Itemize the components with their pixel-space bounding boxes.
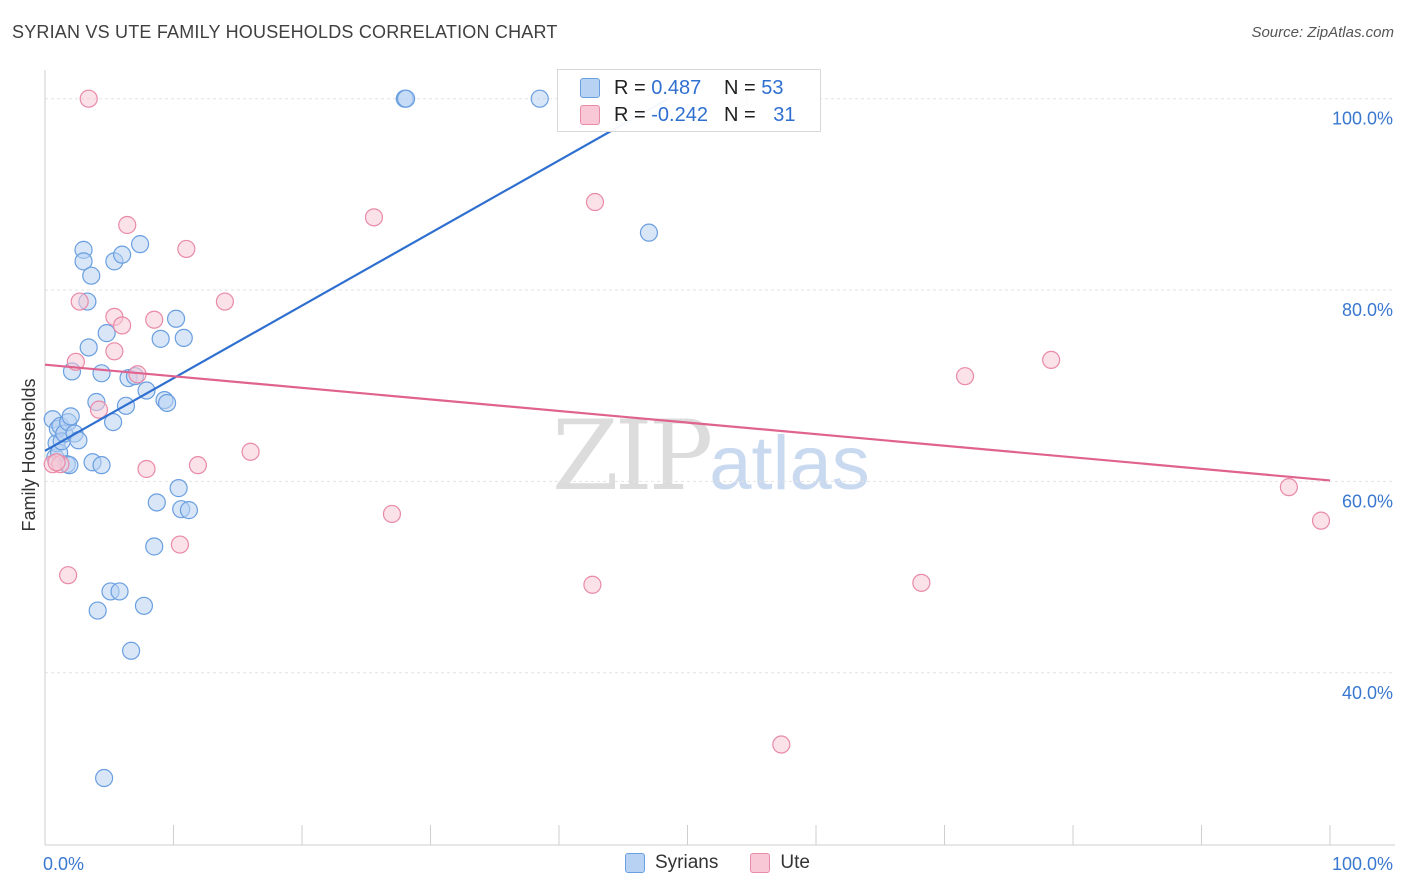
syrian-point: [151, 329, 170, 348]
syrian-point: [110, 582, 129, 601]
y-tick-label: 80.0%: [1342, 300, 1393, 320]
syrian-point: [79, 338, 98, 357]
syrian-point: [92, 364, 111, 383]
legend-item-ute[interactable]: Ute: [750, 852, 810, 874]
ute-point: [188, 456, 208, 475]
ute-point: [1042, 350, 1061, 370]
ute-point: [47, 453, 66, 472]
syrians-legend-swatch-icon: [625, 853, 645, 873]
tick-labels: 40.0% 60.0% 80.0% 100.0% 0.0% 100.0%: [43, 109, 1393, 874]
ute-point: [59, 566, 78, 585]
legend-row-syrians: R = 0.487 N = 53: [580, 75, 801, 101]
ute-point: [112, 316, 132, 335]
syrian-point: [145, 537, 164, 556]
syrian-trend-line: [44, 97, 669, 452]
syrian-point: [639, 223, 659, 242]
syrian-point: [74, 252, 93, 271]
watermark-atlas: atlas: [709, 421, 870, 506]
ute-point: [1311, 511, 1331, 530]
source-note: Source: ZipAtlas.com: [1251, 24, 1394, 41]
syrian-point: [112, 245, 132, 264]
ute-point: [215, 292, 234, 311]
ute-point: [118, 215, 137, 235]
syrians-swatch-icon: [580, 78, 600, 98]
trend-lines: [44, 97, 1331, 482]
syrian-point: [61, 407, 80, 426]
ute-point: [955, 367, 975, 386]
legend-item-syrians[interactable]: Syrians: [625, 852, 718, 874]
syrian-point: [95, 768, 114, 788]
syrians-n-label: N =: [724, 76, 762, 99]
ute-point: [70, 292, 89, 311]
axes: [44, 70, 1395, 846]
ute-point: [583, 575, 602, 594]
ute-n-label: N =: [724, 103, 762, 126]
syrian-point: [134, 596, 154, 615]
syrian-point: [166, 309, 186, 328]
ute-point: [772, 735, 791, 754]
syrian-point: [147, 493, 166, 512]
x-tick-label: 0.0%: [43, 854, 84, 874]
ute-point: [241, 442, 260, 461]
grid-lines: [45, 98, 1395, 674]
syrian-point: [104, 412, 123, 432]
syrian-point: [174, 328, 193, 348]
ute-point: [912, 573, 931, 592]
ute-point: [585, 192, 605, 212]
stats-legend: R = 0.487 N = 53 R = -0.242 N = 31: [557, 69, 821, 132]
ute-trend-line: [44, 363, 1331, 482]
ute-point: [145, 310, 164, 329]
syrian-point: [169, 479, 188, 498]
syrian-point: [179, 501, 199, 520]
syrian-point: [88, 601, 107, 620]
syrians-r-value: 0.487: [651, 76, 702, 99]
y-tick-label: 60.0%: [1342, 491, 1393, 511]
ute-swatch-icon: [580, 105, 600, 125]
y-tick-label: 40.0%: [1342, 683, 1393, 703]
ute-n-value: 31: [773, 103, 796, 126]
syrians-n-value: 53: [761, 76, 784, 99]
syrians-r-label: R =: [614, 76, 652, 99]
syrian-point: [157, 393, 177, 413]
ute-point: [170, 535, 190, 554]
ute-legend-swatch-icon: [750, 853, 771, 873]
legend-label-ute: Ute: [780, 852, 810, 873]
ute-point: [105, 342, 124, 361]
syrian-point: [530, 89, 549, 108]
syrian-point: [97, 324, 116, 343]
syrian-point: [92, 456, 111, 475]
syrian-point: [82, 266, 101, 285]
ute-point: [364, 208, 384, 227]
y-tick-label: 100.0%: [1332, 109, 1393, 129]
chart-title: SYRIAN VS UTE FAMILY HOUSEHOLDS CORRELAT…: [12, 22, 558, 42]
syrian-points: [43, 89, 659, 788]
ute-point: [382, 504, 402, 524]
ute-point: [1279, 478, 1298, 497]
syrian-point: [130, 235, 150, 254]
legend-row-ute: R = -0.242 N = 31: [580, 102, 813, 128]
syrian-point: [396, 89, 416, 108]
ute-r-value: -0.242: [651, 103, 708, 126]
ute-point: [79, 89, 98, 108]
ute-point: [89, 400, 109, 419]
syrian-point: [121, 641, 141, 660]
y-axis-label: Family Households: [19, 378, 39, 531]
x-tick-label: 100.0%: [1332, 854, 1393, 874]
ute-point: [177, 239, 196, 259]
legend-label-syrians: Syrians: [655, 852, 719, 873]
ute-point: [137, 459, 156, 479]
ute-r-label: R =: [614, 103, 652, 126]
series-legend: Syrians Ute: [625, 852, 842, 874]
